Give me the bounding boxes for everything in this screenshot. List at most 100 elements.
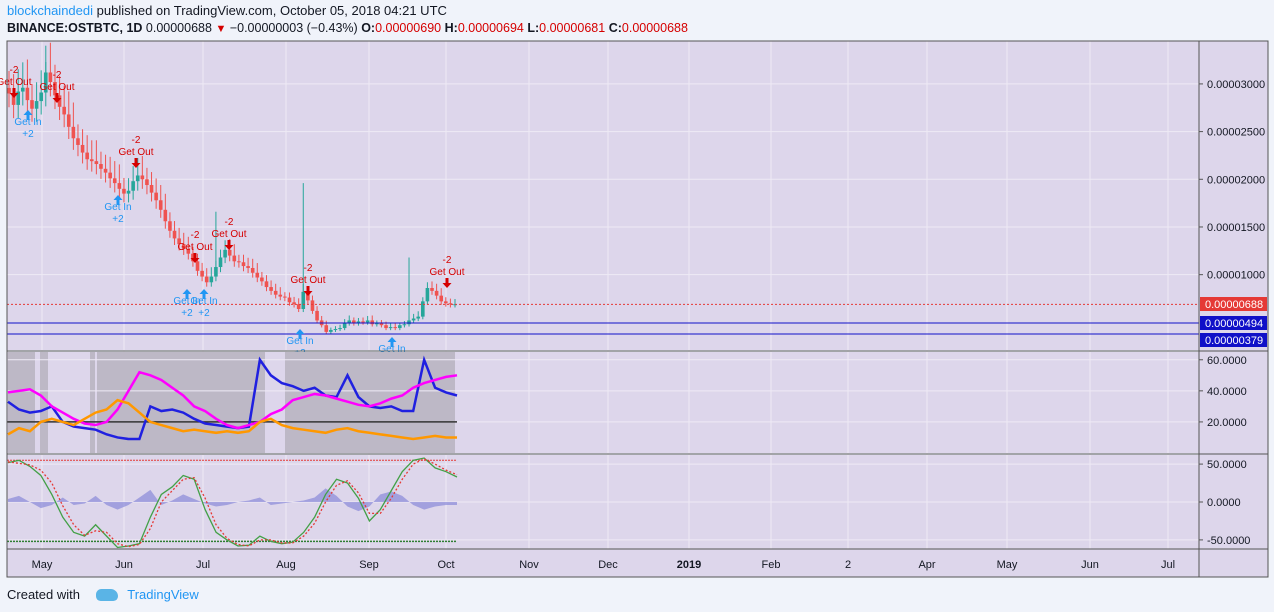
sell-arrow-icon — [131, 158, 141, 168]
candle-body — [402, 324, 407, 326]
indicator1-shade-band — [8, 352, 35, 453]
sell-arrow-icon — [303, 286, 313, 296]
candle-body — [246, 266, 250, 268]
candle-body — [154, 192, 158, 201]
signal-label: Get In — [190, 296, 217, 307]
price-axis-strip[interactable] — [1199, 41, 1268, 549]
candle-body — [342, 323, 347, 329]
price-tick-label: 0.00003000 — [1207, 79, 1265, 91]
tradingview-brand-link[interactable]: TradingView — [127, 587, 199, 602]
candle-body — [34, 101, 39, 109]
candle-body — [195, 261, 200, 271]
candle-body — [361, 321, 365, 323]
candle-body — [375, 323, 379, 325]
time-tick-label: Feb — [762, 559, 781, 571]
candle-body — [356, 321, 361, 324]
buy-arrow-icon — [182, 289, 192, 299]
footer: Created with TradingView — [7, 587, 199, 602]
signal-label: Get In — [378, 344, 405, 355]
sell-arrow-icon — [9, 88, 19, 98]
candle-body — [53, 82, 57, 96]
candle-body — [11, 93, 16, 105]
candle-body — [209, 276, 214, 283]
candle-body — [232, 255, 237, 262]
signal-label: Get In — [173, 296, 200, 307]
candle-body — [108, 172, 112, 179]
candle-body — [20, 87, 25, 92]
candle-body — [430, 288, 434, 291]
candle-body — [145, 179, 149, 186]
time-tick-label: May — [997, 559, 1018, 571]
indicator1-adx_line — [7, 370, 458, 430]
candle-body — [112, 178, 117, 184]
ohlc-legend: BINANCE:OSTBTC, 1D 0.00000688 ▼ −0.00000… — [7, 21, 688, 35]
candlestick-series — [7, 42, 457, 334]
signal-sublabel: Get Out — [118, 147, 153, 158]
signal-sublabel: +2 — [22, 129, 34, 140]
candle-body — [191, 253, 195, 262]
candle-body — [393, 327, 398, 329]
low-value: 0.00000681 — [539, 21, 606, 35]
indicator1-di_minus — [7, 398, 457, 441]
candle-body — [223, 249, 227, 258]
open-label: O: — [361, 21, 376, 35]
indicator2-tick-label: -50.0000 — [1207, 535, 1250, 547]
candle-body — [329, 329, 333, 332]
candle-body — [57, 95, 62, 107]
price-tick-label: 0.00002000 — [1207, 174, 1265, 186]
candle-body — [25, 87, 30, 101]
candle-body — [168, 221, 172, 231]
buy-arrow-icon — [113, 195, 123, 205]
candle-body — [158, 200, 163, 210]
candle-body — [310, 300, 315, 311]
created-with-label: Created with — [7, 587, 80, 602]
time-axis-strip[interactable] — [7, 549, 1268, 577]
candle-body — [7, 87, 11, 94]
candle-body — [126, 190, 131, 194]
author-link[interactable]: blockchaindedi — [7, 3, 94, 18]
candle-body — [172, 230, 177, 239]
time-tick-label: Jun — [1081, 559, 1099, 571]
buy-arrow-icon — [295, 329, 305, 339]
candle-body — [241, 262, 246, 267]
candle-body — [117, 183, 122, 189]
candle-body — [237, 261, 241, 263]
candle-body — [140, 175, 145, 180]
candle-body — [85, 152, 89, 160]
candle-body — [306, 291, 310, 301]
down-arrow-icon: ▼ — [215, 23, 227, 35]
price-pane[interactable] — [7, 41, 1199, 350]
candle-body — [250, 267, 255, 273]
candle-body — [80, 144, 85, 153]
price-tick-label: 0.00001000 — [1207, 270, 1265, 282]
candle-body — [283, 296, 287, 298]
candle-body — [269, 287, 273, 291]
candle-body — [352, 320, 356, 324]
candle-body — [421, 301, 425, 317]
candle-body — [439, 295, 444, 302]
time-tick-label: May — [32, 559, 53, 571]
candle-body — [30, 100, 34, 109]
candle-body — [135, 175, 140, 182]
indicator1-tick-label: 20.0000 — [1207, 417, 1247, 429]
candle-body — [204, 276, 209, 283]
candle-body — [333, 329, 338, 331]
candle-body — [255, 272, 260, 278]
time-tick-label: Jul — [1161, 559, 1175, 571]
symbol-label[interactable]: BINANCE:OSTBTC, 1D — [7, 21, 143, 35]
signal-sublabel: Get Out — [211, 229, 246, 240]
candle-body — [370, 320, 375, 325]
candle-body — [89, 159, 94, 162]
time-tick-label: Sep — [359, 559, 379, 571]
indicator2-tick-label: 0.0000 — [1207, 497, 1241, 509]
low-label: L: — [527, 21, 540, 35]
candle-body — [434, 290, 439, 296]
candle-body — [292, 302, 296, 305]
indicator1-shade-band — [90, 352, 95, 453]
candle-body — [94, 161, 99, 165]
price-label-tag — [1200, 333, 1267, 347]
price-label-value: 0.00000494 — [1205, 318, 1263, 330]
close-value: 0.00000688 — [621, 21, 688, 35]
signal-sublabel: Get Out — [0, 77, 32, 88]
